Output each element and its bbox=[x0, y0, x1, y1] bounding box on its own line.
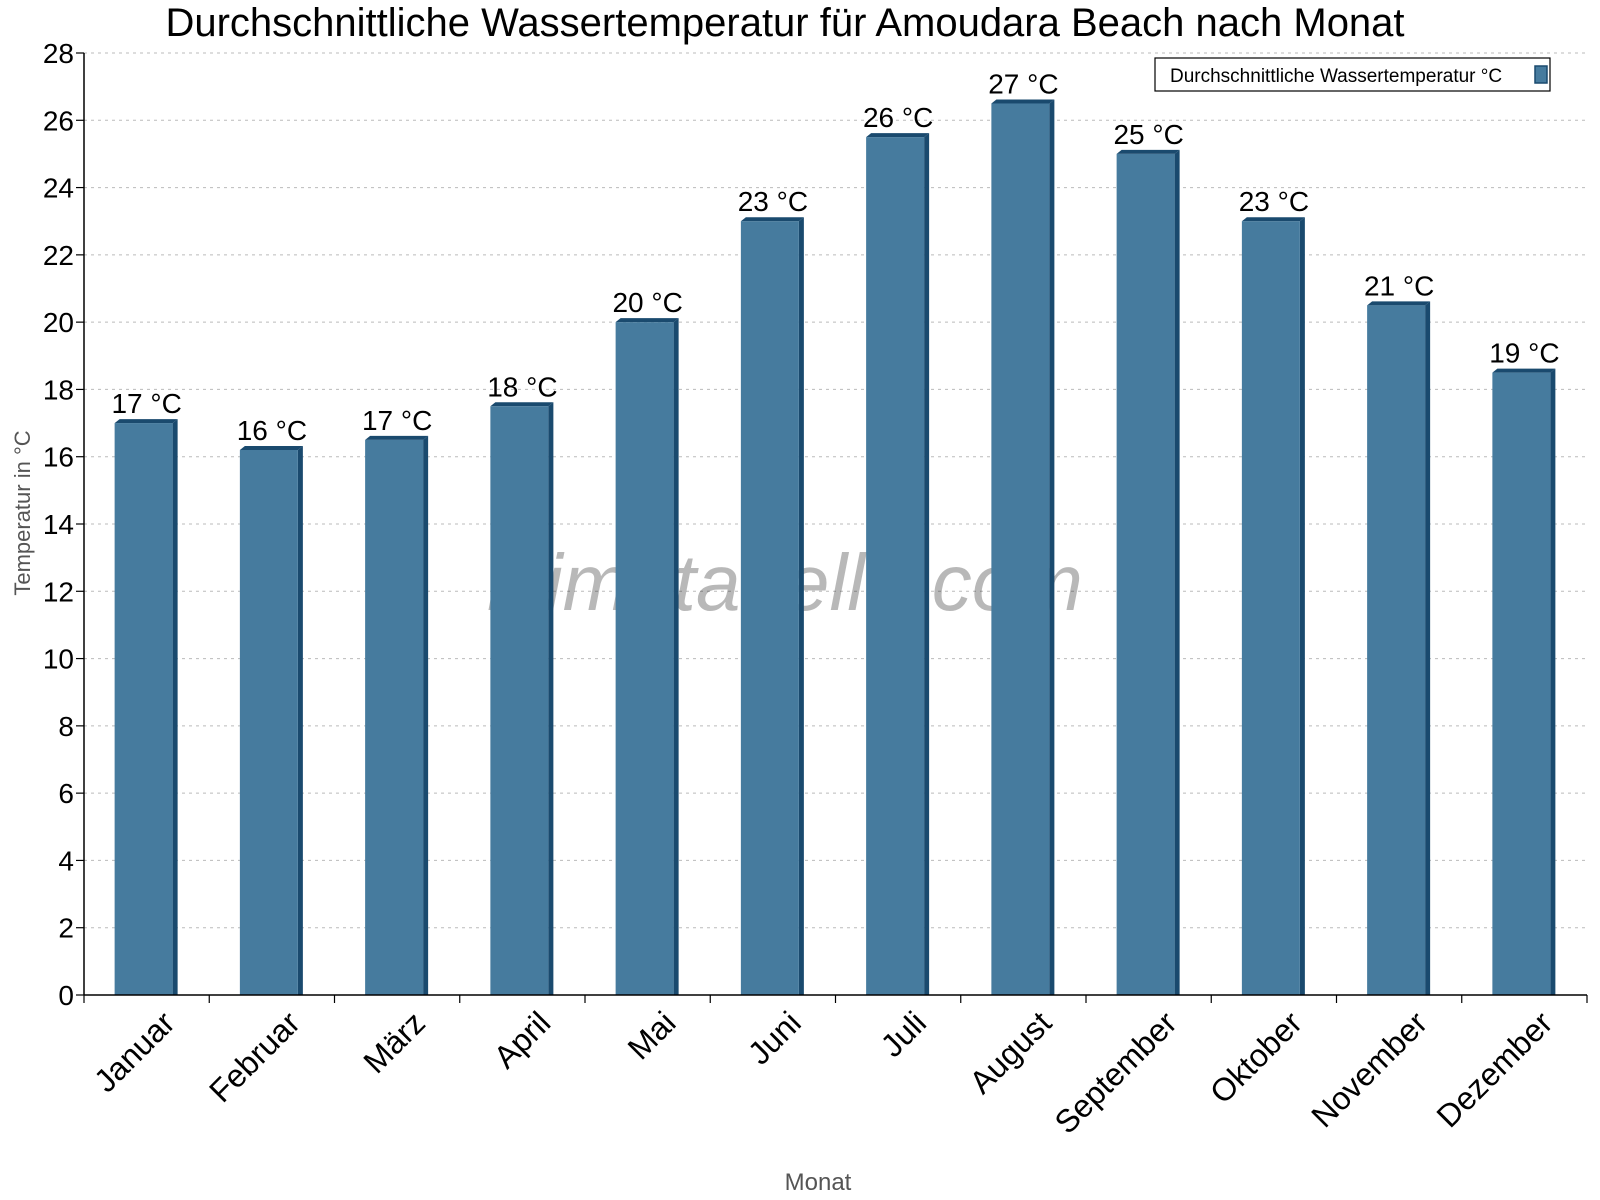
bar bbox=[740, 221, 799, 995]
bar-top bbox=[365, 435, 429, 440]
legend-label: Durchschnittliche Wassertemperatur °C bbox=[1170, 66, 1502, 87]
bars: 17 °C 16 °C 17 °C 18 °C 20 °C 23 °C 26 °C 27 °C… bbox=[111, 68, 1560, 996]
bar-side bbox=[798, 217, 804, 995]
bar-group: 21 °C bbox=[1364, 270, 1434, 996]
bar-side bbox=[1425, 301, 1431, 996]
bar bbox=[239, 449, 298, 995]
x-axis-label: Monat bbox=[785, 1169, 852, 1196]
bar bbox=[365, 439, 424, 996]
y-axis-label: Temperatur in °C bbox=[10, 430, 35, 595]
bar bbox=[1367, 305, 1426, 996]
data-label: 26 °C bbox=[863, 102, 933, 133]
bar-group: 23 °C bbox=[1239, 186, 1309, 995]
bar-group: 17 °C bbox=[362, 405, 432, 996]
y-tick-label: 4 bbox=[58, 845, 74, 876]
bar-side bbox=[924, 133, 930, 995]
bar-top bbox=[239, 445, 303, 450]
bar bbox=[114, 423, 173, 996]
x-tick-label: Januar bbox=[87, 1004, 182, 1099]
x-tick-label: September bbox=[1047, 1004, 1183, 1140]
data-label: 23 °C bbox=[738, 186, 808, 217]
y-tick-label: 22 bbox=[43, 240, 74, 271]
x-tick-label: März bbox=[356, 1004, 432, 1080]
bar-top bbox=[866, 133, 930, 138]
data-label: 17 °C bbox=[111, 388, 181, 419]
bar-side bbox=[548, 402, 554, 995]
bar-group: 19 °C bbox=[1489, 338, 1560, 995]
data-label: 16 °C bbox=[237, 415, 307, 446]
bar-group: 18 °C bbox=[487, 371, 558, 995]
bar-top bbox=[1116, 149, 1180, 154]
y-tick-label: 18 bbox=[43, 374, 74, 405]
bar-group: 23 °C bbox=[738, 186, 808, 995]
x-tick-label: November bbox=[1304, 1004, 1434, 1134]
x-tick-label: Februar bbox=[202, 1004, 307, 1109]
data-label: 25 °C bbox=[1113, 119, 1183, 150]
bar-top bbox=[1241, 217, 1305, 222]
bar-side bbox=[1174, 149, 1180, 995]
bar-side bbox=[1049, 99, 1055, 995]
bar-top bbox=[490, 402, 554, 407]
bar bbox=[1116, 153, 1175, 995]
bar-group: 25 °C bbox=[1113, 119, 1184, 995]
x-tick-label: Oktober bbox=[1203, 1004, 1309, 1110]
data-label: 27 °C bbox=[988, 68, 1058, 99]
bar bbox=[1492, 372, 1551, 995]
y-tick-label: 26 bbox=[43, 105, 74, 136]
y-tick-label: 20 bbox=[43, 307, 74, 338]
y-tick-label: 12 bbox=[43, 576, 74, 607]
data-label: 21 °C bbox=[1364, 270, 1434, 301]
bar bbox=[866, 137, 925, 995]
bar bbox=[615, 322, 674, 996]
bar-group: 17 °C bbox=[111, 388, 182, 996]
bar-top bbox=[114, 419, 178, 424]
grid-lines bbox=[84, 52, 1587, 929]
data-label: 17 °C bbox=[362, 405, 432, 436]
bar-side bbox=[1550, 368, 1556, 995]
y-tick-label: 24 bbox=[43, 173, 74, 204]
bar bbox=[991, 103, 1050, 995]
data-label: 18 °C bbox=[487, 371, 557, 402]
y-tick-label: 6 bbox=[58, 778, 74, 809]
bar-top bbox=[1492, 368, 1556, 373]
bar-group: 26 °C bbox=[863, 102, 933, 995]
y-tick-label: 14 bbox=[43, 509, 74, 540]
x-tick-label: August bbox=[962, 1004, 1058, 1100]
x-tick-label: Dezember bbox=[1429, 1004, 1559, 1134]
data-label: 19 °C bbox=[1489, 338, 1559, 369]
bar-top bbox=[991, 99, 1055, 104]
bar-top bbox=[1367, 301, 1431, 306]
bar-side bbox=[297, 445, 303, 995]
y-tick-label: 8 bbox=[58, 711, 74, 742]
bar bbox=[1241, 221, 1300, 995]
x-tick-label: Mai bbox=[621, 1004, 683, 1066]
bar-group: 27 °C bbox=[988, 68, 1059, 995]
data-label: 23 °C bbox=[1239, 186, 1309, 217]
bar bbox=[490, 406, 549, 995]
y-tick-label: 10 bbox=[43, 644, 74, 675]
data-label: 20 °C bbox=[612, 287, 682, 318]
y-tick-label: 0 bbox=[58, 980, 74, 1011]
x-tick-label: Juli bbox=[874, 1004, 933, 1063]
bar-group: 16 °C bbox=[237, 415, 307, 995]
bar-group: 20 °C bbox=[612, 287, 683, 996]
x-tick-label: April bbox=[487, 1004, 558, 1075]
chart-title: Durchschnittliche Wassertemperatur für A… bbox=[165, 1, 1404, 45]
bar-side bbox=[1299, 217, 1305, 995]
x-tick-label: Juni bbox=[741, 1004, 808, 1071]
legend-swatch bbox=[1534, 65, 1548, 84]
y-tick-label: 2 bbox=[58, 913, 74, 944]
bar-side bbox=[673, 318, 679, 996]
legend: Durchschnittliche Wassertemperatur °C bbox=[1154, 57, 1551, 92]
bar-top bbox=[740, 217, 804, 222]
bar-top bbox=[615, 318, 679, 323]
bar-side bbox=[172, 419, 178, 996]
y-tick-label: 16 bbox=[43, 442, 74, 473]
y-tick-label: 28 bbox=[43, 38, 74, 69]
bar-side bbox=[423, 435, 429, 996]
